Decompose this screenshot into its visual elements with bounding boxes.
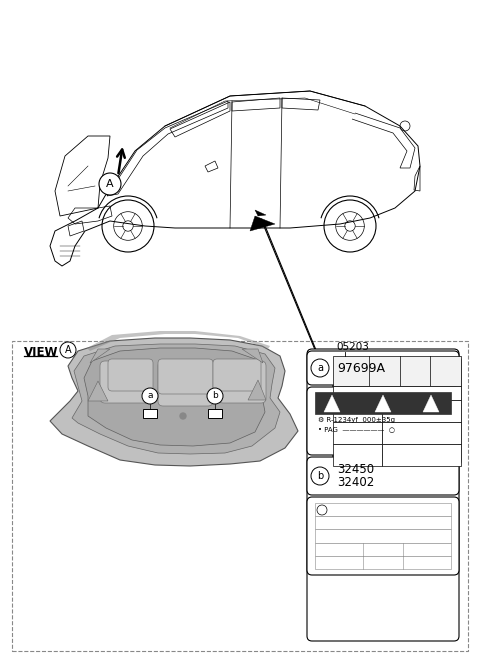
Bar xyxy=(333,386,461,400)
Text: a: a xyxy=(317,363,323,373)
Polygon shape xyxy=(84,348,265,446)
Text: a: a xyxy=(147,392,153,401)
Bar xyxy=(382,444,461,466)
Bar xyxy=(315,503,451,516)
Text: 32450: 32450 xyxy=(337,462,374,476)
Bar xyxy=(315,529,451,543)
FancyBboxPatch shape xyxy=(108,359,153,391)
FancyBboxPatch shape xyxy=(213,359,261,391)
FancyBboxPatch shape xyxy=(307,349,459,641)
Text: • PAG  ——————  ○: • PAG —————— ○ xyxy=(318,426,395,432)
Circle shape xyxy=(207,388,223,404)
Text: b: b xyxy=(212,392,218,401)
Polygon shape xyxy=(72,344,280,454)
Text: A: A xyxy=(106,179,114,189)
Bar xyxy=(333,444,382,466)
Polygon shape xyxy=(324,395,340,412)
Polygon shape xyxy=(87,331,270,351)
Polygon shape xyxy=(248,380,266,400)
Text: VIEW: VIEW xyxy=(24,346,59,359)
Bar xyxy=(12,341,468,651)
FancyBboxPatch shape xyxy=(333,356,461,466)
Text: b: b xyxy=(317,471,323,481)
FancyBboxPatch shape xyxy=(100,361,152,403)
Bar xyxy=(333,422,382,444)
Polygon shape xyxy=(423,395,439,412)
FancyBboxPatch shape xyxy=(307,387,459,455)
Polygon shape xyxy=(242,349,263,363)
Bar xyxy=(315,543,451,556)
Text: A: A xyxy=(65,345,72,355)
Polygon shape xyxy=(50,338,298,466)
Circle shape xyxy=(142,388,158,404)
Polygon shape xyxy=(250,216,275,231)
FancyBboxPatch shape xyxy=(307,351,459,385)
Polygon shape xyxy=(90,349,110,363)
Polygon shape xyxy=(255,210,266,216)
Circle shape xyxy=(311,467,329,485)
Circle shape xyxy=(60,342,76,358)
Circle shape xyxy=(99,173,121,195)
Bar xyxy=(382,422,461,444)
Circle shape xyxy=(180,413,186,419)
Bar xyxy=(143,409,157,418)
FancyBboxPatch shape xyxy=(158,359,213,394)
Text: 32402: 32402 xyxy=(337,476,374,489)
Bar xyxy=(333,356,461,386)
Circle shape xyxy=(311,359,329,377)
Bar xyxy=(315,516,451,529)
Bar xyxy=(333,400,382,422)
Text: 05203: 05203 xyxy=(336,342,369,352)
Bar xyxy=(382,400,461,422)
Polygon shape xyxy=(88,381,108,401)
Text: 97699A: 97699A xyxy=(337,361,385,375)
Bar xyxy=(208,409,222,418)
FancyBboxPatch shape xyxy=(307,457,459,495)
Bar xyxy=(315,556,451,569)
Polygon shape xyxy=(375,395,391,412)
FancyBboxPatch shape xyxy=(307,497,459,575)
FancyBboxPatch shape xyxy=(218,361,266,403)
FancyBboxPatch shape xyxy=(158,361,213,406)
Text: ⚙ R-1234yf  000±35g: ⚙ R-1234yf 000±35g xyxy=(318,417,395,423)
Bar xyxy=(315,392,451,414)
